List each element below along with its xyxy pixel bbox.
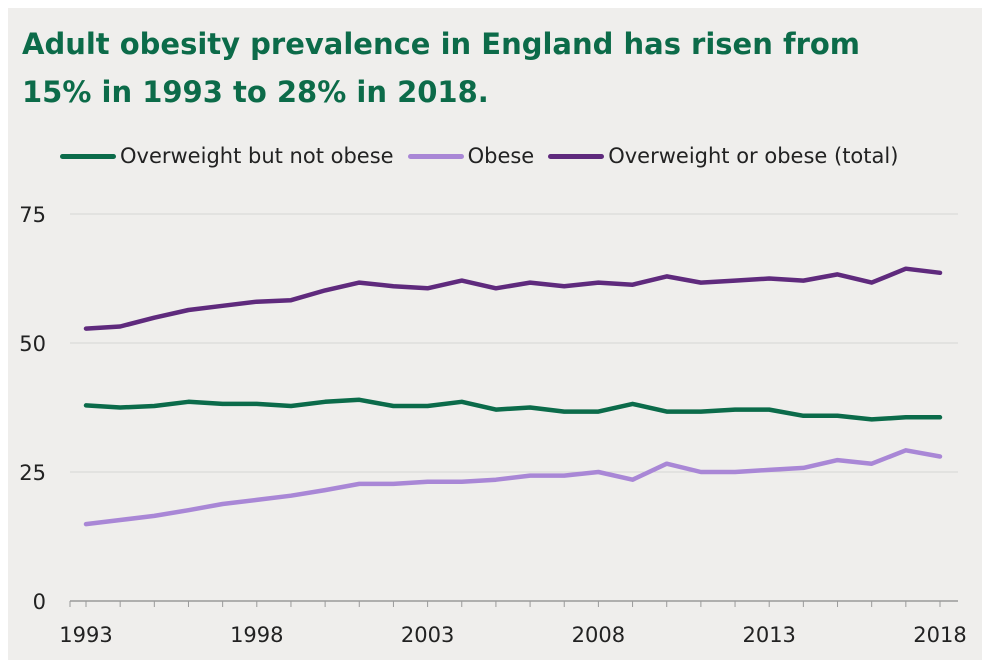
y-tick-label-50: 50 xyxy=(19,332,46,356)
chart-title-line-1: Adult obesity prevalence in England has … xyxy=(22,27,861,61)
legend-label-obese: Obese xyxy=(467,144,535,168)
legend-swatch-overweight xyxy=(60,153,116,159)
x-tick-label-2013: 2013 xyxy=(742,623,795,647)
y-tick-label-25: 25 xyxy=(19,461,46,485)
chart-title: Adult obesity prevalence in England has … xyxy=(22,20,922,116)
y-tick-label-0: 0 xyxy=(33,590,46,614)
series-line-1 xyxy=(83,448,943,527)
x-tick-label-1998: 1998 xyxy=(230,623,283,647)
x-tick-label-2018: 2018 xyxy=(913,623,966,647)
legend-label-overweight: Overweight but not obese xyxy=(120,144,394,168)
legend-swatch-obese xyxy=(407,153,464,159)
legend-swatch-total xyxy=(548,153,605,159)
x-tick-label-2003: 2003 xyxy=(401,623,454,647)
chart-legend: Overweight but not obese Obese Overweigh… xyxy=(60,144,912,168)
chart-title-line-2: 15% in 1993 to 28% in 2018. xyxy=(22,75,489,109)
legend-item-total: Overweight or obese (total) xyxy=(548,144,898,168)
series-line-2 xyxy=(83,266,943,331)
series-line-0 xyxy=(83,397,943,422)
chart-panel xyxy=(8,8,982,660)
x-tick-label-2008: 2008 xyxy=(572,623,625,647)
legend-label-total: Overweight or obese (total) xyxy=(608,144,899,168)
legend-item-obese: Obese xyxy=(407,144,535,168)
y-tick-label-75: 75 xyxy=(19,203,46,227)
x-tick-label-1993: 1993 xyxy=(59,623,112,647)
legend-item-overweight: Overweight but not obese xyxy=(60,144,394,168)
